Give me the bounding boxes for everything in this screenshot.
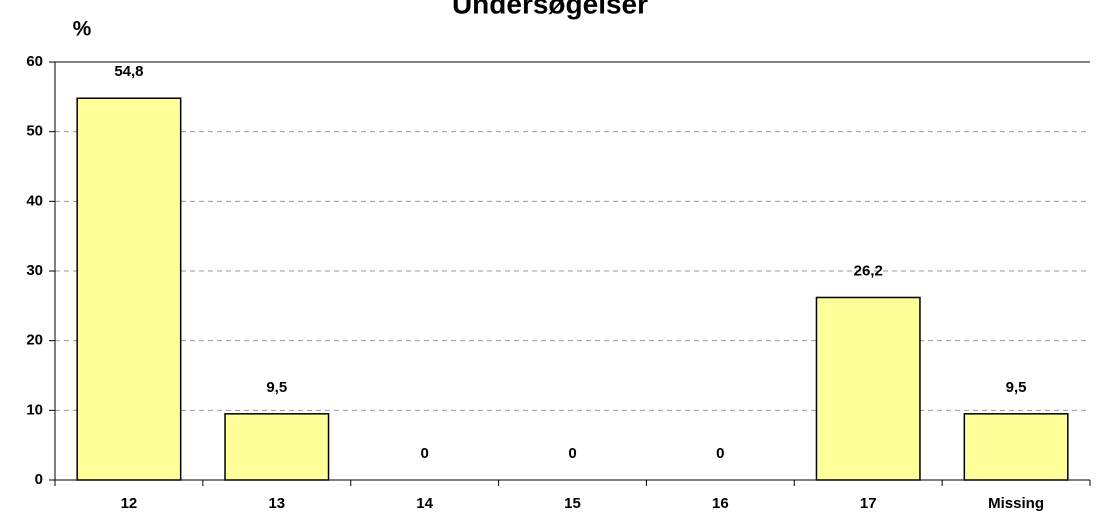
x-tick-label: 17: [860, 495, 877, 512]
y-tick-label: 40: [26, 192, 43, 209]
x-tick-label: 14: [416, 495, 433, 512]
value-label: 26,2: [854, 262, 883, 279]
bar: [76, 97, 182, 481]
x-tick-label: 12: [121, 495, 138, 512]
y-tick-label: 0: [35, 471, 43, 488]
bar: [224, 413, 330, 481]
value-label: 9,5: [1006, 379, 1027, 396]
value-label: 9,5: [266, 379, 287, 396]
chart-title: Undersøgelser: [452, 0, 648, 19]
y-tick-label: 50: [26, 123, 43, 140]
y-tick-label: 20: [26, 332, 43, 349]
value-label: 54,8: [114, 63, 143, 80]
x-tick-label: 16: [712, 495, 729, 512]
x-tick-label: 13: [268, 495, 285, 512]
y-tick-label: 60: [26, 53, 43, 70]
y-tick-label: 30: [26, 262, 43, 279]
value-label: 0: [568, 445, 576, 462]
y-tick-label: 10: [26, 401, 43, 418]
bar: [815, 296, 921, 481]
value-label: 0: [420, 445, 428, 462]
x-tick-label: 15: [564, 495, 581, 512]
bar: [963, 413, 1069, 481]
x-tick-label: Missing: [988, 495, 1044, 512]
value-label: 0: [716, 445, 724, 462]
y-axis-label: %: [73, 18, 92, 41]
